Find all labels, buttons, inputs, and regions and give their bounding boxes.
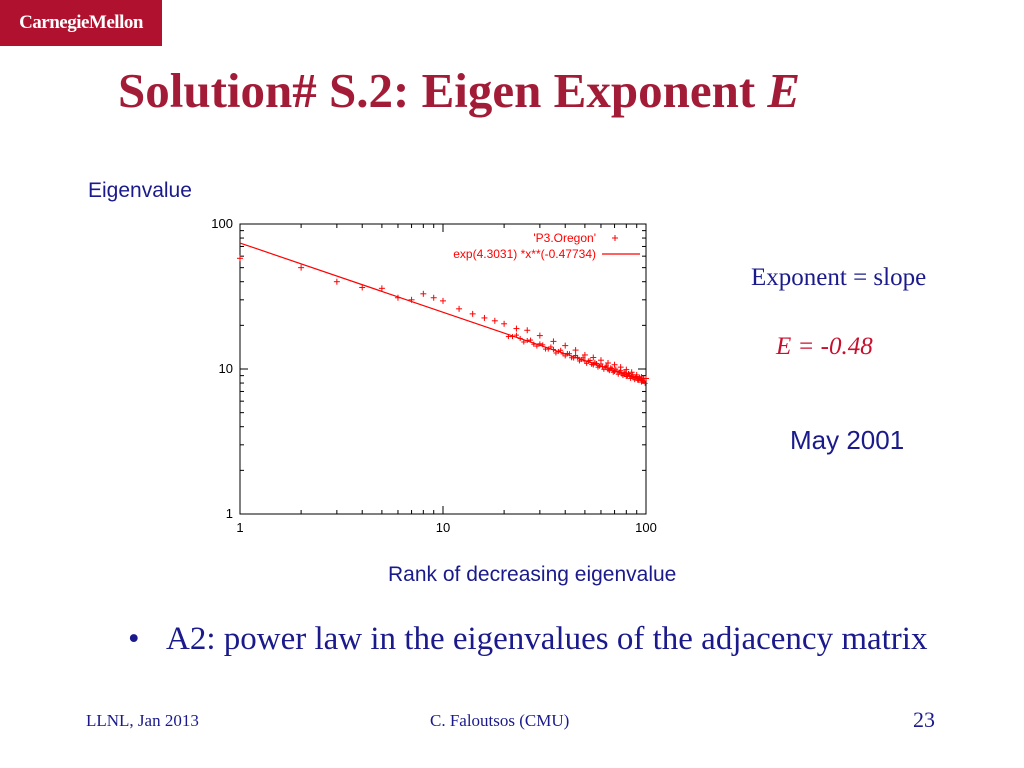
data-point	[562, 342, 569, 349]
data-point-dense	[620, 373, 626, 379]
data-point-dense	[640, 375, 646, 381]
data-point	[550, 338, 557, 345]
data-point	[394, 294, 401, 301]
y-tick-label: 1	[226, 506, 233, 521]
data-point-dense	[558, 347, 564, 353]
data-point-dense	[571, 355, 577, 361]
data-point-dense	[545, 346, 551, 352]
data-point	[605, 359, 612, 366]
data-point-dense	[575, 354, 581, 360]
data-point-dense	[528, 337, 534, 343]
data-point-dense	[550, 346, 556, 352]
eigenvalue-loglog-chart: 1 10 100 1 10 100 'P3.Oregon' exp(4.3031) *x**(…	[211, 216, 657, 535]
data-point-dense	[567, 351, 573, 357]
fit-line	[239, 242, 647, 383]
data-point-dense	[630, 372, 636, 378]
data-point-dense	[587, 358, 593, 364]
data-point	[469, 310, 476, 317]
data-point-dense	[517, 335, 523, 341]
data-point-dense	[634, 374, 640, 380]
data-point-dense	[606, 368, 612, 374]
data-point-dense	[521, 339, 527, 345]
data-point	[408, 296, 415, 303]
footer-left: LLNL, Jan 2013	[86, 711, 199, 730]
data-point	[572, 347, 579, 354]
data-point-dense	[618, 368, 624, 374]
data-point	[536, 332, 543, 339]
data-point	[524, 327, 531, 334]
data-point-dense	[590, 362, 596, 368]
data-point-dense	[531, 341, 537, 347]
data-point-dense	[593, 361, 599, 367]
data-point-dense	[641, 378, 647, 384]
data-point-dense	[510, 334, 516, 340]
data-point-dense	[548, 344, 554, 350]
data-point-dense	[580, 355, 586, 361]
data-point-dense	[534, 343, 540, 349]
data-point	[440, 297, 446, 304]
data-point-dense	[540, 342, 546, 348]
exponent-value-note: E = -0.48	[776, 333, 873, 360]
exponent-slope-note: Exponent = slope	[751, 264, 927, 291]
footer-center: C. Faloutsos (CMU)	[430, 711, 570, 730]
page-number: 23	[913, 707, 935, 732]
bullet-item: • A2: power law in the eigenvalues of th…	[128, 620, 988, 658]
data-point	[430, 294, 437, 301]
data-point	[590, 354, 597, 361]
data-point	[513, 325, 520, 332]
legend-label-fit: exp(4.3031) *x**(-0.47734)	[453, 247, 596, 261]
data-point	[359, 284, 366, 291]
x-tick-label: 10	[436, 520, 450, 535]
data-point	[501, 320, 508, 327]
data-point-dense	[604, 363, 610, 369]
legend-marker-data	[612, 235, 618, 241]
data-point-dense	[598, 361, 604, 367]
slide-title: Solution# S.2: Eigen Exponent E	[118, 62, 998, 119]
data-point	[623, 366, 630, 373]
data-point	[481, 314, 488, 321]
data-point	[420, 290, 427, 297]
data-point	[237, 255, 243, 262]
data-point	[378, 285, 385, 292]
bullet-text: A2: power law in the eigenvalues of the …	[166, 621, 928, 657]
data-point	[333, 278, 340, 285]
legend-label-data: 'P3.Oregon'	[533, 231, 596, 245]
data-point-dense	[513, 332, 519, 338]
data-point-dense	[562, 353, 568, 359]
data-point-dense	[614, 368, 620, 374]
data-point-dense	[642, 380, 648, 386]
chart-x-axis-label: Rank of decreasing eigenvalue	[388, 563, 677, 586]
data-point-dense	[537, 341, 543, 347]
x-tick-label: 100	[635, 520, 657, 535]
data-point	[581, 351, 588, 358]
y-tick-label: 10	[219, 361, 233, 376]
cmu-logo: CarnegieMellon	[0, 0, 162, 46]
plot-frame	[239, 223, 647, 515]
data-point	[491, 317, 498, 324]
data-point-dense	[622, 370, 628, 376]
slide-title-main: Solution# S.2: Eigen Exponent	[118, 63, 768, 118]
bullet-symbol: •	[128, 621, 140, 657]
data-point	[611, 361, 618, 368]
chart-y-axis-label: Eigenvalue	[88, 179, 192, 202]
data-point	[298, 264, 305, 271]
y-tick-label: 100	[211, 216, 233, 231]
slide-title-italic: E	[767, 63, 801, 118]
data-point	[456, 305, 463, 312]
date-note: May 2001	[790, 425, 905, 455]
x-tick-label: 1	[236, 520, 243, 535]
